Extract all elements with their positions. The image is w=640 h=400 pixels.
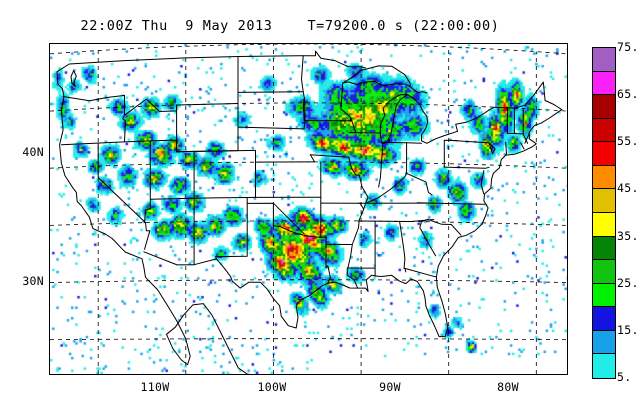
colorbar-label-25: 25.	[617, 275, 639, 290]
map-overlay-layer	[50, 44, 567, 374]
colorbar-band-60-65	[593, 95, 615, 119]
colorbar-band-50-55	[593, 142, 615, 166]
colorbar-band-55-60	[593, 118, 615, 143]
longitude-tick-110w: 110W	[140, 380, 170, 394]
radar-reflectivity-layer	[50, 44, 567, 374]
longitude-tick-90w: 90W	[379, 380, 401, 394]
latitude-tick-40n: 40N	[22, 145, 44, 159]
colorbar-label-45: 45.	[617, 181, 639, 196]
colorbar-band-15-20	[593, 307, 615, 331]
map-plot-area	[49, 43, 568, 375]
colorbar-label-15: 15.	[617, 322, 639, 337]
colorbar-band-65-70	[593, 71, 615, 96]
colorbar-label-65: 65.	[617, 87, 639, 102]
longitude-tick-80w: 80W	[497, 380, 519, 394]
state-and-coast-boundaries	[56, 50, 563, 374]
colorbar-band-70-75	[593, 48, 615, 72]
lat-lon-graticule	[50, 44, 567, 374]
longitude-tick-100w: 100W	[257, 380, 287, 394]
reflectivity-colorbar	[592, 47, 616, 379]
colorbar-band-35-40	[593, 212, 615, 237]
colorbar-band-5-10	[593, 354, 615, 378]
colorbar-label-5: 5.	[617, 370, 632, 384]
colorbar-band-25-30	[593, 260, 615, 284]
colorbar-band-45-50	[593, 165, 615, 190]
colorbar-band-40-45	[593, 189, 615, 213]
colorbar-band-10-15	[593, 330, 615, 355]
colorbar-label-75: 75.	[617, 40, 639, 54]
latitude-tick-30n: 30N	[22, 274, 44, 288]
colorbar-label-55: 55.	[617, 134, 639, 149]
colorbar-label-35: 35.	[617, 228, 639, 243]
colorbar-band-20-25	[593, 283, 615, 308]
figure-title: 22:00Z Thu 9 May 2013 T=79200.0 s (22:00…	[80, 18, 500, 34]
colorbar-band-30-35	[593, 236, 615, 261]
